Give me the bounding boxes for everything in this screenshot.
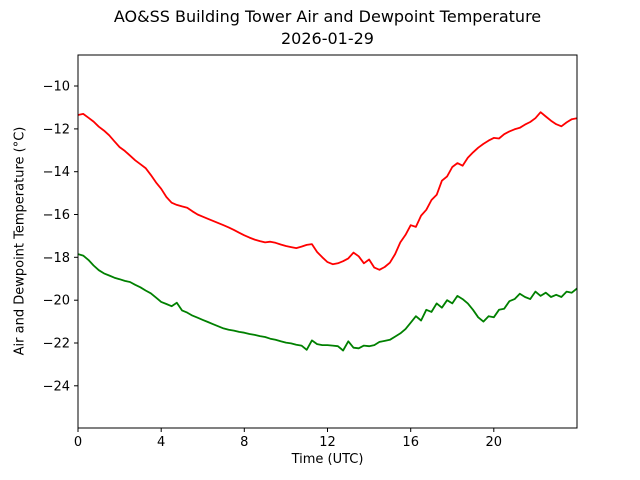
series-line-air [78,111,577,271]
chart-title-line1: AO&SS Building Tower Air and Dewpoint Te… [113,7,542,26]
series-line-dewpoint [78,253,577,352]
chart-title: AO&SS Building Tower Air and Dewpoint Te… [78,6,577,50]
y-tick-label: −24 [43,379,70,394]
x-tick-label: 12 [319,435,336,450]
y-tick-label: −16 [43,208,70,223]
y-tick-label: −18 [43,251,70,266]
y-tick-label: −10 [43,80,70,95]
x-tick-label: 16 [402,435,419,450]
x-axis-label: Time (UTC) [291,452,364,467]
x-tick-label: 20 [486,435,503,450]
x-tick-label: 8 [240,435,248,450]
y-tick-label: −22 [43,337,70,352]
x-tick-label: 0 [74,435,82,450]
y-tick-label: −20 [43,294,70,309]
y-axis-label: Air and Dewpoint Temperature (°C) [12,126,28,356]
y-tick-label: −12 [43,122,70,137]
plot-border [77,54,578,429]
x-tick-label: 4 [157,435,165,450]
chart-title-line2: 2026-01-29 [281,29,374,48]
y-tick-label: −14 [43,165,70,180]
